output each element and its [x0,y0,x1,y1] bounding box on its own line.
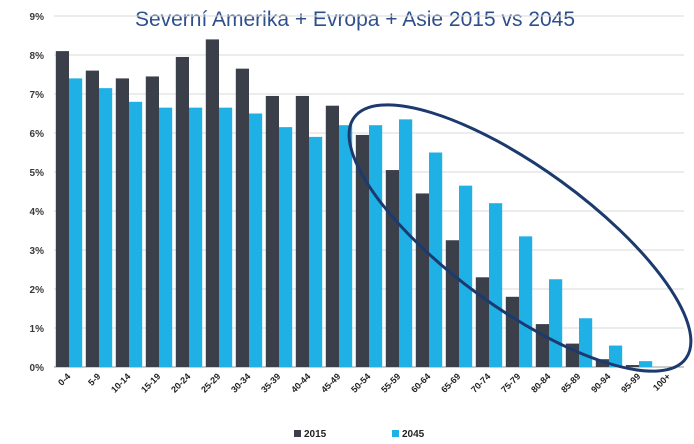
bar-2015-65-69 [446,240,459,367]
y-tick-label: 2% [30,285,45,296]
y-tick-label: 9% [30,12,45,23]
y-tick-label: 5% [30,168,45,179]
y-tick-label: 1% [30,324,45,335]
bar-2045-55-59 [399,119,412,367]
bar-2045-70-74 [489,203,502,367]
x-tick-label: 55-59 [379,371,402,394]
bar-2015-80-84 [536,324,549,367]
y-tick-label: 7% [30,90,45,101]
bar-2045-80-84 [549,279,562,367]
x-tick-label: 60-64 [409,371,432,394]
bars [56,39,652,367]
bar-2045-50-54 [369,125,382,367]
x-tick-label: 40-44 [289,371,312,394]
x-tick-label: 20-24 [169,371,192,394]
x-tick-label: 65-69 [439,371,462,394]
bar-2015-45-49 [326,106,339,367]
x-tick-label: 80-84 [529,371,552,394]
chart-title: Severní Amerika + Evropa + Asie 2015 vs … [135,8,575,31]
bar-2045-10-14 [129,102,142,367]
bar-2015-30-34 [236,69,249,367]
legend-swatch-2015 [294,430,301,437]
x-tick-label: 95-99 [619,371,642,394]
x-tick-label: 85-89 [559,371,582,394]
x-tick-label: 90-94 [589,371,612,394]
bar-2015-0-4 [56,51,69,367]
bar-2045-75-79 [519,236,532,367]
x-tick-label: 45-49 [319,371,342,394]
bar-2015-20-24 [176,57,189,367]
x-axis: 0-4 5-9 10-14 15-19 20-24 25-29 30-34 35-39 40-4… [56,371,672,394]
bar-2015-75-79 [506,297,519,367]
x-tick-label: 25-29 [199,371,222,394]
bar-2015-70-74 [476,277,489,367]
bar-2045-40-44 [309,137,322,367]
bar-2045-5-9 [99,88,112,367]
bar-2015-15-19 [146,76,159,367]
bar-2015-55-59 [386,170,399,367]
legend-swatch-2045 [392,430,399,437]
bar-2045-0-4 [69,78,82,367]
bar-2015-10-14 [116,78,129,367]
x-tick-label: 70-74 [469,371,492,394]
y-tick-label: 3% [30,246,45,257]
x-tick-label: 5-9 [86,371,102,387]
x-tick-label: 30-34 [229,371,252,394]
bar-2045-15-19 [159,108,172,367]
x-tick-label: 50-54 [349,371,372,394]
legend-label-2045: 2045 [402,429,425,440]
bar-2045-30-34 [249,114,262,368]
x-tick-label: 0-4 [56,371,72,387]
bar-2015-95-99 [626,365,639,367]
bar-2045-35-39 [279,127,292,367]
x-tick-label: 75-79 [499,371,522,394]
bar-2015-35-39 [266,96,279,367]
bar-2045-85-89 [579,318,592,367]
y-tick-label: 6% [30,129,45,140]
bar-2015-5-9 [86,71,99,367]
bar-2045-95-99 [639,361,652,367]
bar-2045-20-24 [189,108,202,367]
bar-2045-65-69 [459,186,472,367]
x-tick-label: 100+ [651,371,672,392]
bar-2015-25-29 [206,39,219,367]
y-tick-label: 8% [30,51,45,62]
y-tick-label: 4% [30,207,45,218]
legend-label-2015: 2015 [304,429,327,440]
bar-2015-60-64 [416,193,429,367]
bar-2015-40-44 [296,96,309,367]
legend: 2015 2045 [294,429,425,440]
x-tick-label: 35-39 [259,371,282,394]
bar-2045-45-49 [339,125,352,367]
bar-2045-25-29 [219,108,232,367]
x-tick-label: 10-14 [109,371,132,394]
y-tick-label: 0% [30,363,45,374]
x-tick-label: 15-19 [139,371,162,394]
